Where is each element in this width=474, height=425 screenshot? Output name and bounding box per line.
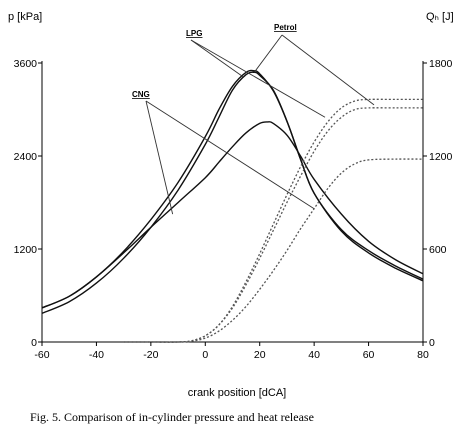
series-label-cng: CNG bbox=[132, 90, 150, 99]
pressure-line-lpg bbox=[41, 69, 424, 309]
series-label-lpg: LPG bbox=[186, 29, 202, 38]
x-tick-label: 80 bbox=[417, 349, 429, 361]
left-tick-label: 1200 bbox=[14, 244, 38, 256]
x-tick-label: 40 bbox=[308, 349, 320, 361]
right-tick-label: 1200 bbox=[429, 151, 453, 163]
pointer-petrol bbox=[281, 34, 375, 106]
axis-ticks bbox=[38, 62, 427, 346]
left-axis-label: p [kPa] bbox=[8, 11, 42, 23]
x-tick-label: 60 bbox=[363, 349, 375, 361]
right-axis-label: Qₕ [J] bbox=[426, 11, 454, 23]
figure-caption: Fig. 5. Comparison of in-cylinder pressu… bbox=[30, 410, 314, 424]
x-tick-label: -40 bbox=[89, 349, 104, 361]
x-tick-label: 0 bbox=[202, 349, 208, 361]
right-tick-label: 600 bbox=[429, 244, 447, 256]
left-tick-label: 2400 bbox=[14, 151, 38, 163]
pointer-cng bbox=[145, 100, 315, 210]
curves bbox=[41, 69, 424, 343]
pressure-line-petrol bbox=[41, 71, 424, 314]
right-tick-label: 1800 bbox=[429, 58, 453, 70]
heat-release-line-cng bbox=[123, 158, 424, 343]
pointer-lpg bbox=[190, 39, 244, 78]
tick-labels: -60 -40 -20 0 20 40 60 800120024003600060012001… bbox=[14, 58, 453, 361]
pointer-lpg bbox=[190, 39, 326, 118]
plot-frame bbox=[41, 61, 424, 343]
x-tick-label: -60 bbox=[34, 349, 49, 361]
heat-release-line-lpg bbox=[123, 98, 423, 343]
x-axis-label: crank position [dCA] bbox=[188, 387, 286, 399]
left-tick-label: 3600 bbox=[14, 58, 38, 70]
x-tick-label: 20 bbox=[254, 349, 266, 361]
x-tick-label: -20 bbox=[143, 349, 158, 361]
pointer-petrol bbox=[253, 34, 283, 73]
right-tick-label: 0 bbox=[429, 337, 435, 349]
pressure-line-cng bbox=[41, 121, 424, 309]
left-tick-label: 0 bbox=[31, 337, 37, 349]
pointer-cng bbox=[145, 100, 174, 215]
series-label-petrol: Petrol bbox=[274, 23, 297, 32]
label-pointers bbox=[145, 34, 375, 215]
heat-release-line-petrol bbox=[123, 107, 423, 343]
